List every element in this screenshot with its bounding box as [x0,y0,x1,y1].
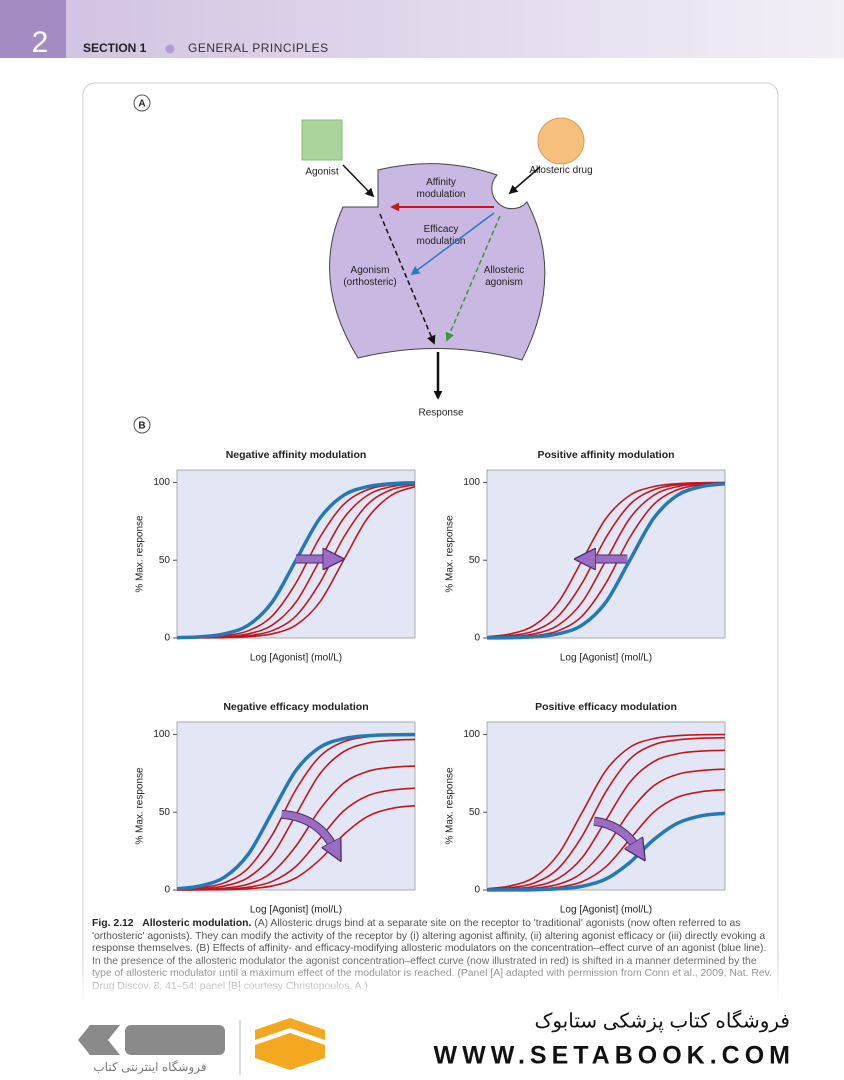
y-axis-label: % Max. response [445,767,456,845]
agonist-label: Agonist [305,167,339,178]
caption-title: Allosteric modulation. [142,918,252,929]
curve [487,733,725,890]
response-label: Response [418,408,463,419]
page-number: 2 [32,26,49,59]
chart: Negative affinity modulation Log [Agonist… [135,449,416,664]
affinity-box: Affinity modulation [416,177,466,200]
curve [177,804,415,891]
allosteric-agonism-box: Allosteric agonism [483,265,525,288]
logo-text: فروشگاه اینترنتی کتاب [93,1060,206,1074]
fade [0,955,844,1005]
affinity-label: Affinity modulation [416,177,466,200]
plot-area [486,469,726,639]
x-axis-label: Log [Agonist] (mol/L) [560,653,652,664]
chart: Negative efficacy modulation Log [Agonist… [135,701,416,916]
plot-area [176,721,416,891]
chart-title: Negative affinity modulation [226,449,367,461]
efficacy-arrow [410,212,495,276]
y-tick-label: 50 [469,555,481,566]
figure-number: Fig. 2.12 [92,918,134,929]
y-tick-label: 100 [153,729,170,740]
x-axis-label: Log [Agonist] (mol/L) [250,653,342,664]
efficacy-label: Efficacy modulation [416,224,466,247]
curve [177,732,415,891]
agonism-box: Agonism (orthosteric) [343,265,397,288]
allosteric-agonism-label: Allosteric agonism [483,265,525,288]
y-tick-label: 50 [159,807,171,818]
y-axis-label: % Max. response [445,515,456,593]
x-axis-label: Log [Agonist] (mol/L) [250,905,342,916]
curve [487,736,725,891]
drug-arrow [508,166,541,195]
y-tick-label: 0 [164,885,170,896]
curve [487,811,725,892]
panel-badge [133,416,151,434]
curve [177,485,415,639]
agonist-arrow [342,164,375,198]
allosteric-agonism-arrow [445,215,501,342]
y-tick-label: 100 [463,477,480,488]
x-axis-label: Log [Agonist] (mol/L) [560,905,652,916]
receptor [329,163,546,361]
agonism-label: Agonism (orthosteric) [343,265,397,288]
charts: Negative affinity modulation Log [Agonist… [135,449,726,916]
y-axis-label: % Max. response [135,767,146,845]
header-block [0,0,66,58]
y-tick-label: 50 [469,807,481,818]
store-url: WWW.SETABOOK.COM [434,1042,795,1070]
y-tick-label: 0 [164,633,170,644]
logo-chevrons [255,1018,325,1070]
y-tick-label: 100 [153,477,170,488]
chapter: GENERAL PRINCIPLES [188,41,329,55]
y-tick-label: 50 [159,555,171,566]
chart-title: Positive affinity modulation [537,449,674,461]
curve [487,481,725,638]
chart-title: Positive efficacy modulation [535,701,677,713]
chart: Positive efficacy modulation Log [Agonist… [445,701,726,916]
y-tick-label: 0 [474,633,480,644]
allosteric-drug-label: Allosteric drug [529,165,593,176]
efficacy-box: Efficacy modulation [416,224,466,247]
panel-label: A [138,99,145,110]
header-band [0,0,844,58]
logo-mark [78,1025,120,1055]
panel-label: B [138,421,145,432]
section: SECTION 1 [83,41,147,55]
agonist-square [301,119,343,161]
shift-arrow [593,817,637,848]
curve [487,481,725,640]
store-name: فروشگاه کتاب پزشکی ستابوک [534,1009,790,1032]
plot-area [486,721,726,891]
logo-word [125,1025,225,1055]
y-axis-label: % Max. response [135,515,146,593]
y-tick-label: 0 [474,885,480,896]
shift-arrow [281,810,334,848]
allosteric-drug-box: Allosteric drug [529,165,593,176]
chart: Positive affinity modulation Log [Agonist… [445,449,726,664]
y-tick-label: 100 [463,729,480,740]
allosteric-drug-circle [537,117,585,165]
panel-badge [133,94,151,112]
chart-title: Negative efficacy modulation [223,701,368,713]
dot [165,44,175,54]
agonism-arrow [379,213,436,345]
